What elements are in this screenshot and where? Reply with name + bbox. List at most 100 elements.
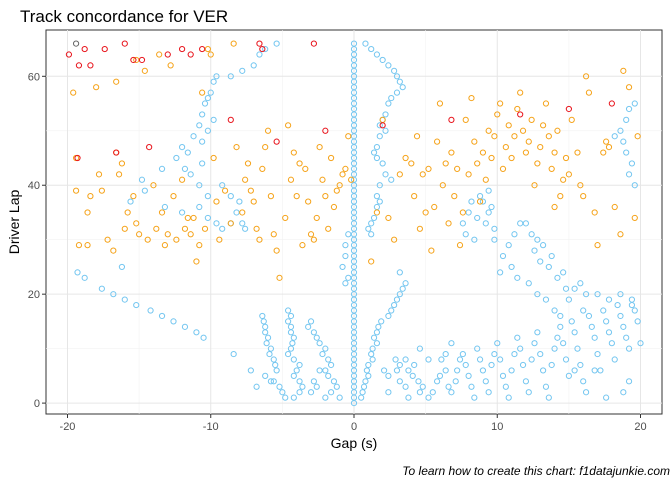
data-point bbox=[342, 252, 349, 260]
data-point bbox=[363, 367, 370, 374]
data-point bbox=[438, 356, 445, 363]
data-point bbox=[74, 154, 81, 162]
data-point bbox=[193, 258, 200, 265]
data-point bbox=[319, 350, 326, 358]
data-point bbox=[499, 165, 507, 172]
data-point bbox=[87, 193, 94, 200]
data-point bbox=[577, 280, 584, 287]
data-point bbox=[468, 94, 475, 102]
data-point bbox=[505, 122, 512, 129]
data-point bbox=[313, 383, 320, 390]
data-point bbox=[459, 350, 466, 358]
data-point bbox=[200, 334, 207, 341]
data-point bbox=[411, 193, 418, 200]
data-point bbox=[560, 340, 567, 347]
data-point bbox=[445, 220, 452, 227]
data-point bbox=[72, 40, 80, 47]
data-point bbox=[511, 133, 518, 140]
data-point bbox=[462, 361, 469, 369]
data-point bbox=[161, 242, 169, 249]
data-point bbox=[253, 225, 260, 232]
data-point bbox=[230, 40, 237, 47]
data-point bbox=[380, 367, 388, 374]
data-point bbox=[631, 214, 638, 222]
data-point bbox=[554, 274, 561, 281]
data-point bbox=[571, 285, 578, 292]
data-point bbox=[462, 231, 469, 238]
data-point bbox=[385, 372, 392, 379]
data-point bbox=[545, 133, 552, 140]
data-point bbox=[74, 269, 81, 276]
data-point bbox=[262, 144, 269, 151]
data-point bbox=[65, 51, 73, 58]
data-point bbox=[491, 225, 498, 232]
data-point bbox=[465, 171, 472, 178]
data-point bbox=[525, 389, 532, 396]
data-point bbox=[110, 291, 117, 298]
data-point bbox=[393, 73, 401, 80]
data-point bbox=[339, 263, 346, 271]
data-point bbox=[542, 296, 550, 303]
data-point bbox=[287, 176, 295, 183]
y-axis-ticks: 0 20 40 60 bbox=[28, 71, 46, 410]
data-point bbox=[178, 209, 186, 216]
data-point bbox=[494, 111, 501, 118]
data-point bbox=[290, 372, 297, 379]
data-point bbox=[628, 160, 636, 167]
data-point bbox=[290, 356, 297, 363]
data-point bbox=[293, 367, 300, 374]
data-point bbox=[551, 307, 558, 314]
chart-title: Track concordance for VER bbox=[20, 7, 228, 26]
data-point bbox=[118, 263, 126, 271]
data-point bbox=[488, 154, 495, 162]
data-point bbox=[365, 225, 372, 232]
data-point bbox=[161, 203, 169, 211]
data-point bbox=[545, 263, 552, 271]
data-point bbox=[628, 301, 636, 309]
data-point bbox=[266, 350, 273, 358]
data-point bbox=[605, 296, 613, 303]
data-point bbox=[625, 345, 633, 352]
chart-caption: To learn how to create this chart: f1dat… bbox=[402, 464, 670, 478]
data-point bbox=[402, 383, 409, 390]
x-tick-label: 0 bbox=[351, 421, 357, 433]
data-point bbox=[75, 62, 83, 69]
data-point bbox=[605, 144, 613, 151]
data-point bbox=[115, 171, 123, 178]
data-point bbox=[548, 165, 555, 172]
data-point bbox=[560, 176, 567, 183]
data-point bbox=[534, 160, 541, 167]
data-point bbox=[415, 378, 422, 385]
data-point bbox=[362, 40, 369, 47]
data-point bbox=[479, 198, 487, 205]
data-point bbox=[282, 394, 289, 401]
data-point bbox=[580, 307, 587, 314]
data-point bbox=[285, 122, 292, 129]
y-tick-label: 0 bbox=[34, 398, 40, 410]
data-point bbox=[236, 198, 243, 205]
data-point bbox=[130, 56, 137, 64]
data-point bbox=[362, 378, 369, 385]
data-point bbox=[562, 154, 570, 162]
data-point bbox=[603, 394, 610, 401]
data-point bbox=[448, 389, 455, 396]
data-point bbox=[514, 274, 521, 281]
data-point bbox=[508, 367, 515, 374]
data-point bbox=[310, 40, 317, 47]
data-point bbox=[207, 89, 214, 96]
data-point bbox=[121, 225, 128, 232]
data-point bbox=[368, 45, 375, 53]
data-point bbox=[499, 372, 507, 379]
data-point bbox=[577, 182, 584, 189]
data-point bbox=[156, 51, 163, 58]
data-point bbox=[391, 301, 398, 309]
data-point bbox=[296, 389, 303, 396]
data-point bbox=[465, 372, 472, 379]
data-point bbox=[345, 274, 352, 281]
data-point bbox=[429, 389, 436, 396]
data-point bbox=[425, 394, 432, 401]
data-point bbox=[158, 312, 166, 320]
data-point bbox=[488, 203, 495, 211]
data-point bbox=[144, 236, 151, 243]
data-point bbox=[597, 367, 604, 374]
